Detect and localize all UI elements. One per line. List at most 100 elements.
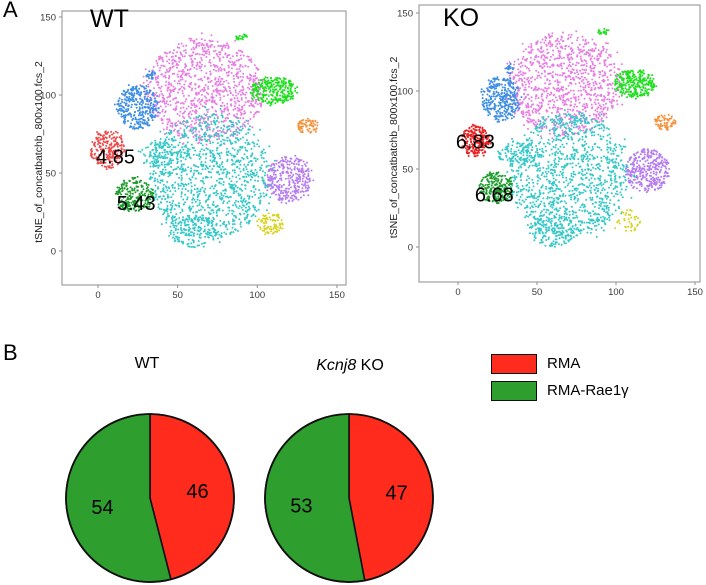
- tsne-dot: [223, 189, 226, 192]
- tsne-dot: [274, 169, 277, 172]
- tsne-dot: [245, 133, 248, 136]
- tsne-dot: [209, 73, 212, 76]
- tsne-dot: [263, 79, 266, 82]
- tsne-dot: [306, 128, 309, 131]
- tsne-dot: [207, 93, 210, 96]
- tsne-dot: [277, 188, 280, 191]
- tsne-dot: [528, 114, 531, 117]
- tsne-dot: [582, 86, 585, 89]
- tsne-dot: [241, 156, 244, 159]
- tsne-dot: [610, 101, 613, 104]
- tsne-dot: [240, 89, 243, 92]
- tsne-dot: [554, 73, 557, 76]
- tsne-dot: [545, 62, 548, 65]
- tsne-dot: [108, 136, 111, 139]
- tsne-dot: [177, 64, 180, 66]
- tsne-dot: [180, 177, 183, 179]
- tsne-dot: [126, 110, 129, 113]
- tsne-dot: [548, 36, 551, 39]
- tsne-dot: [170, 143, 173, 146]
- tsne-dot: [111, 166, 114, 169]
- tsne-dot: [540, 56, 543, 59]
- tsne-dot: [118, 97, 121, 100]
- tsne-dot: [209, 159, 212, 162]
- tsne-dot: [136, 101, 139, 103]
- tsne-dot: [191, 63, 194, 66]
- tsne-dot: [195, 64, 198, 67]
- tsne-dot: [572, 96, 575, 99]
- tsne-dot: [290, 85, 293, 88]
- tsne-dot: [548, 79, 551, 82]
- tsne-dot: [549, 82, 552, 85]
- tsne-dot: [596, 58, 599, 60]
- tsne-dot: [265, 89, 268, 92]
- tsne-dot: [246, 213, 249, 216]
- tsne-dot: [256, 220, 259, 223]
- tsne-dot: [248, 201, 251, 204]
- tsne-dot: [237, 92, 240, 95]
- tsne-dot: [591, 106, 594, 109]
- tsne-dot: [302, 194, 305, 197]
- tsne-dot: [103, 158, 106, 161]
- tsne-dot: [596, 98, 599, 101]
- tsne-dot: [287, 172, 290, 175]
- tsne-dot: [262, 148, 265, 151]
- tsne-dot: [247, 163, 249, 166]
- tsne-dot: [268, 145, 271, 148]
- tsne-dot: [158, 95, 160, 98]
- tsne-dot: [212, 187, 215, 190]
- tsne-dot: [120, 193, 123, 196]
- tsne-dot: [549, 66, 552, 69]
- tsne-dot: [233, 97, 236, 100]
- tsne-dot: [238, 109, 241, 112]
- tsne-dot: [144, 68, 147, 71]
- tsne-dot: [299, 191, 302, 193]
- tsne-dot: [233, 114, 236, 117]
- tsne-dot: [520, 61, 523, 64]
- tsne-dot: [517, 89, 520, 92]
- tsne-dot: [195, 68, 198, 70]
- tsne-dot: [212, 211, 215, 214]
- tsne-dot: [118, 199, 120, 202]
- tsne-dot: [177, 120, 180, 123]
- tsne-dot: [580, 94, 583, 97]
- tsne-dot: [142, 118, 145, 121]
- tsne-dot: [558, 112, 561, 115]
- x-tick-label: 0: [95, 290, 100, 301]
- tsne-dot: [255, 88, 258, 91]
- tsne-dot: [571, 42, 574, 45]
- tsne-dot: [222, 202, 225, 204]
- tsne-dot: [234, 63, 237, 66]
- tsne-dot: [289, 177, 292, 179]
- tsne-dot: [138, 198, 141, 201]
- tsne-dot: [276, 226, 279, 229]
- tsne-dot: [583, 97, 586, 100]
- tsne-dot: [214, 121, 216, 124]
- tsne-dot: [232, 108, 235, 111]
- tsne-dot: [538, 112, 541, 115]
- tsne-dot: [149, 96, 152, 99]
- tsne-dot: [196, 61, 199, 64]
- tsne-dot: [262, 96, 265, 99]
- tsne-dot: [585, 68, 588, 71]
- tsne-dot: [215, 231, 218, 234]
- tsne-dot: [561, 47, 564, 50]
- tsne-dot: [224, 53, 227, 56]
- tsne-dot: [569, 117, 572, 120]
- tsne-dot: [242, 158, 245, 160]
- tsne-dot: [236, 149, 239, 152]
- tsne-dot: [203, 86, 206, 89]
- tsne-dot: [171, 59, 174, 62]
- tsne-dot: [128, 190, 131, 193]
- tsne-dot: [118, 197, 121, 200]
- tsne-dot: [278, 222, 281, 225]
- tsne-dot: [532, 122, 535, 125]
- tsne-dot: [241, 79, 244, 82]
- tsne-dot: [582, 78, 585, 81]
- tsne-dot: [570, 97, 572, 100]
- tsne-dot: [234, 89, 237, 92]
- tsne-dot: [521, 57, 524, 60]
- tsne-dot: [225, 233, 228, 235]
- tsne-dot: [600, 117, 603, 120]
- tsne-dot: [185, 232, 188, 235]
